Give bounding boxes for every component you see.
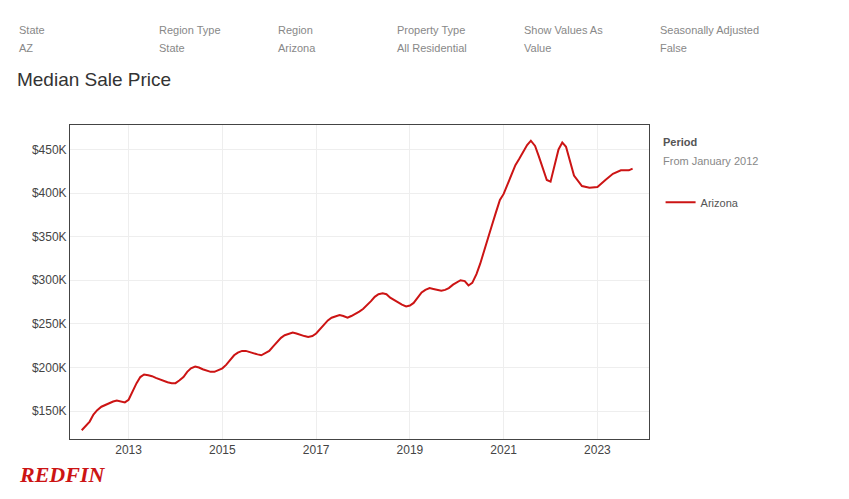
svg-text:Show Values As: Show Values As [524, 24, 603, 36]
svg-text:State: State [159, 42, 185, 54]
svg-text:2013: 2013 [115, 443, 142, 457]
svg-text:2021: 2021 [490, 443, 517, 457]
svg-text:Region Type: Region Type [159, 24, 221, 36]
svg-text:$250K: $250K [32, 317, 67, 331]
svg-text:REDFIN: REDFIN [19, 462, 105, 487]
svg-text:Region: Region [278, 24, 313, 36]
svg-text:$400K: $400K [32, 186, 67, 200]
svg-text:False: False [660, 42, 687, 54]
svg-text:$450K: $450K [32, 143, 67, 157]
svg-text:AZ: AZ [19, 42, 33, 54]
svg-text:Median Sale Price: Median Sale Price [17, 69, 171, 90]
svg-text:Seasonally Adjusted: Seasonally Adjusted [660, 24, 759, 36]
svg-text:Property Type: Property Type [397, 24, 465, 36]
svg-text:Arizona: Arizona [278, 42, 316, 54]
svg-text:2023: 2023 [584, 443, 611, 457]
svg-text:$150K: $150K [32, 404, 67, 418]
svg-text:2017: 2017 [303, 443, 330, 457]
svg-text:Value: Value [524, 42, 551, 54]
svg-text:Arizona: Arizona [701, 197, 739, 209]
svg-text:$350K: $350K [32, 230, 67, 244]
svg-text:$200K: $200K [32, 361, 67, 375]
svg-text:Period: Period [663, 136, 697, 148]
svg-text:State: State [19, 24, 45, 36]
svg-text:2015: 2015 [209, 443, 236, 457]
svg-text:$300K: $300K [32, 273, 67, 287]
svg-text:From January 2012: From January 2012 [663, 155, 758, 167]
svg-text:2019: 2019 [397, 443, 424, 457]
svg-text:All Residential: All Residential [397, 42, 467, 54]
